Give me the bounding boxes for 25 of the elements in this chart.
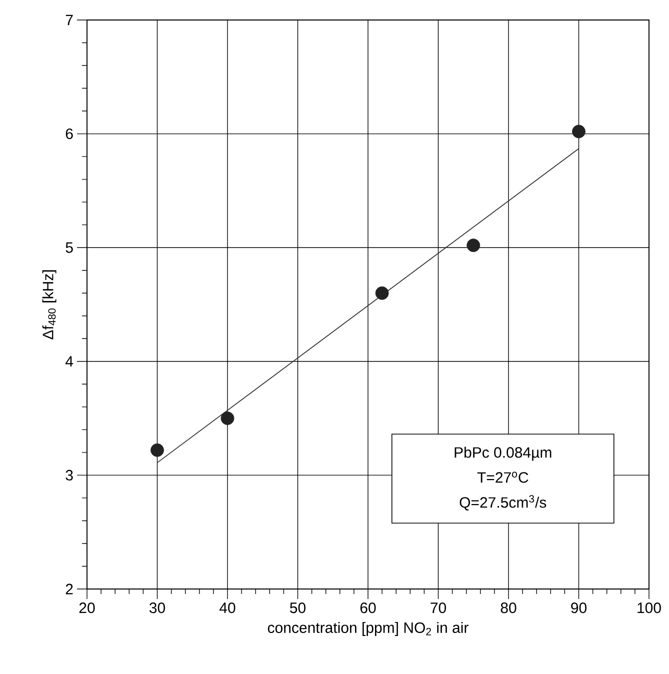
point xyxy=(150,443,164,457)
y-tick-label: 6 xyxy=(66,128,73,140)
x-tick-label: 80 xyxy=(500,602,516,614)
x-tick-label: 40 xyxy=(220,602,236,614)
y-tick-label: 3 xyxy=(66,470,73,481)
x-tick-label: 70 xyxy=(430,602,446,614)
point xyxy=(572,124,586,138)
x-tick-label: 30 xyxy=(149,602,165,614)
x-tick-label: 20 xyxy=(79,602,95,614)
y-tick-label: 7 xyxy=(66,14,73,26)
annotation: Q=27.5cm$^{3}$/s xyxy=(460,495,546,510)
point xyxy=(466,238,480,252)
annotation: T=27$^{o}$C xyxy=(477,472,528,483)
point xyxy=(220,412,234,425)
y-tick-label: 5 xyxy=(66,242,73,253)
y-tick-label: 2 xyxy=(66,584,73,594)
x-tick-label: 100 xyxy=(638,602,661,614)
point xyxy=(375,286,389,300)
x-tick-label: 90 xyxy=(571,602,586,614)
y-axis-title: Δf$_{480}$ [kHz] xyxy=(42,270,56,340)
y-tick-label: 4 xyxy=(65,356,74,367)
x-tick-label: 50 xyxy=(290,602,306,614)
x-axis-title: concentration [ppm] NO$_{2}$ in air xyxy=(268,622,468,636)
x-tick-label: 60 xyxy=(360,602,376,614)
annotation: PbPc 0.084µm xyxy=(454,446,552,461)
